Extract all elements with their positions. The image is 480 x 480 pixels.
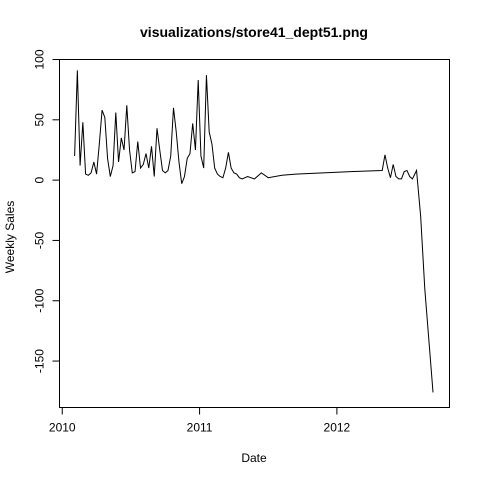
y-tick-label: 50 — [33, 113, 47, 127]
y-tick-label: 100 — [33, 49, 47, 69]
x-tick-label: 2011 — [187, 421, 213, 435]
y-tick-label: -50 — [33, 231, 47, 249]
x-tick-label: 2010 — [49, 421, 76, 435]
y-axis-label: Weekly Sales — [3, 201, 17, 273]
y-tick-label: 0 — [33, 176, 47, 183]
x-axis-label: Date — [241, 451, 267, 465]
y-tick-label: -150 — [33, 349, 47, 373]
y-tick-label: -100 — [33, 288, 47, 312]
x-tick-label: 2012 — [324, 421, 351, 435]
chart-title: visualizations/store41_dept51.png — [140, 24, 368, 40]
